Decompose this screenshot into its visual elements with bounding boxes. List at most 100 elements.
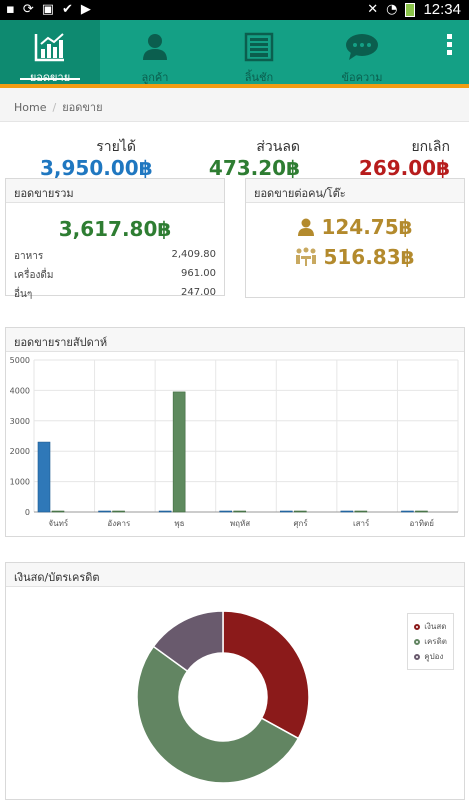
tab-messages[interactable]: ข้อความ [312,20,412,84]
bar[interactable] [354,510,368,513]
y-tick-label: 5000 [10,356,30,365]
discount-title: ส่วนลด [256,139,300,155]
summary-discount: ส่วนลด 473.20฿ [200,136,300,178]
sales-row-value: 961.00 [181,268,216,279]
legend-dot [414,653,421,660]
pie-slice[interactable] [152,610,224,673]
legend-item-cash[interactable]: เงินสด [414,620,447,633]
tab-messages-label: ข้อความ [341,71,383,84]
total-sales-value: 3,617.80฿ [58,217,172,241]
sales-row-drinks: เครื่องดื่ม 961.00 [6,268,224,283]
bag-icon: ▶ [80,2,91,17]
legend-label: เครดิต [424,637,447,646]
nav-accent-bar [0,84,469,88]
legend-item-credit[interactable]: เครดิต [414,635,447,648]
bar[interactable] [158,510,172,513]
bar[interactable] [219,510,233,513]
payment-panel: เงินสด/บัตรเครดิต เงินสด เครดิต คูปอง [5,562,465,800]
wifi-icon: ◔ [386,2,398,17]
sales-row-other: อื่นๆ 247.00 [6,287,224,302]
group-table-icon [296,247,317,266]
sales-row-label: อื่นๆ [14,289,33,300]
x-tick-label: เสาร์ [353,518,370,528]
x-tick-label: พุธ [174,519,184,528]
x-tick-label: จันทร์ [48,518,68,528]
weekly-sales-panel: ยอดขายรายสัปดาห์ 0 1000 2000 3000 4000 5000 จั… [5,327,465,537]
discount-value: 473.20฿ [208,156,300,180]
calendar-clock-icon: ▣ [41,2,55,17]
battery-icon [405,2,416,17]
total-sales-panel: ยอดขายรวม 3,617.80฿ อาหาร 2,409.80 เครื่… [5,178,225,300]
bar[interactable] [340,510,354,513]
cancel-title: ยกเลิก [411,139,450,155]
bar[interactable] [415,510,428,513]
bar[interactable] [112,510,125,513]
tab-sales-label: ยอดขาย [0,68,100,86]
overflow-menu-icon[interactable] [447,34,453,58]
bar[interactable] [293,510,307,513]
person-icon [298,218,315,236]
bar[interactable] [172,391,186,513]
cancel-value: 269.00฿ [358,156,450,180]
y-tick-label: 3000 [10,417,30,426]
tab-customers[interactable]: ลูกค้า [105,20,205,84]
payment-legend: เงินสด เครดิต คูปอง [407,613,454,670]
bar[interactable] [279,510,293,513]
status-bar: ▪ ⟳ ▣ ✔ ▶ ✕ ◔ 12:34 [0,0,469,20]
pie-slice[interactable] [136,645,300,784]
drawer-icon [244,32,274,62]
y-tick-label: 0 [25,508,30,517]
y-tick-label: 1000 [10,478,30,487]
check-icon: ✔ [62,2,73,17]
per-person-row: 124.75฿ [246,215,464,239]
sync-icon: ⟳ [22,2,34,17]
sales-row-value: 2,409.80 [171,249,216,260]
breadcrumb-current: ยอดขาย [62,101,103,114]
y-tick-label: 2000 [10,447,30,456]
per-table-row: 516.83฿ [246,245,464,269]
tab-drawer-label: ลิ้นชัก [244,71,274,84]
weekly-sales-chart: 0 1000 2000 3000 4000 5000 จันทร์ อังคาร พุธ พฤหั… [10,356,459,528]
tab-drawer[interactable]: ลิ้นชัก [209,20,309,84]
legend-dot [414,623,421,630]
weekly-sales-title: ยอดขายรายสัปดาห์ [6,328,464,352]
sales-row-label: อาหาร [14,251,44,262]
tab-customers-label: ลูกค้า [141,71,169,84]
tab-sales[interactable]: ยอดขาย [0,20,100,84]
per-customer-panel: ยอดขายต่อคน/โต๊ะ 124.75฿ 516.83฿ [245,178,465,298]
sales-row-value: 247.00 [181,287,216,298]
x-tick-label: อาทิตย์ [409,518,433,528]
legend-dot [414,638,421,645]
chat-icon [346,34,378,60]
bar[interactable] [401,510,414,513]
sales-row-food: อาหาร 2,409.80 [6,249,224,264]
summary-revenue: รายได้ 3,950.00฿ [40,136,153,180]
x-tick-label: ศุกร์ [293,518,308,528]
top-nav: ยอดขาย ลูกค้า ลิ้นชัก [0,20,469,88]
pie-slice[interactable] [222,610,310,740]
breadcrumb-separator: / [52,101,57,114]
bar[interactable] [233,510,247,513]
per-table-value: 516.83฿ [323,245,415,269]
legend-item-coupon[interactable]: คูปอง [414,650,447,663]
per-customer-title: ยอดขายต่อคน/โต๊ะ [246,179,464,203]
breadcrumb: Home / ยอดขาย [0,88,469,122]
user-icon [143,34,167,60]
revenue-value: 3,950.00฿ [40,156,153,180]
x-tick-label: อังคาร [107,519,131,528]
legend-label: เงินสด [424,622,447,631]
summary-cancel: ยกเลิก 269.00฿ [350,136,450,178]
bar[interactable] [98,510,111,513]
breadcrumb-home-link[interactable]: Home [14,101,47,114]
total-sales-title: ยอดขายรวม [6,179,224,203]
x-tick-label: พฤหัส [230,519,250,528]
per-person-value: 124.75฿ [321,215,413,239]
legend-label: คูปอง [424,652,444,661]
notification-icons: ▪ ⟳ ▣ ✔ ▶ [6,2,91,17]
bar[interactable] [51,510,65,513]
bar-chart-icon [34,33,64,62]
bar[interactable] [37,441,51,513]
y-tick-label: 4000 [10,386,30,395]
mute-icon: ✕ [367,2,379,17]
payment-title: เงินสด/บัตรเครดิต [6,563,464,587]
